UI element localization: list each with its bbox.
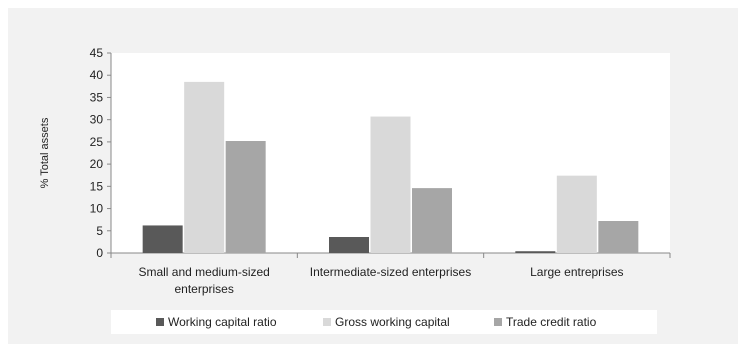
bar-working-capital-ratio-2: [329, 237, 369, 253]
bar-trade-credit-ratio-1: [225, 141, 266, 253]
category-labels: Small and medium-sized enterprises Interme…: [138, 265, 623, 296]
legend-swatch: [323, 318, 331, 326]
legend-label: Gross working capital: [335, 315, 450, 329]
category-label: Intermediate-sized enterprises: [310, 265, 471, 279]
bar-gross-working-capital-1: [184, 81, 225, 253]
chart-background: 0 5 10 15 20 25 30 35 40 45 Small and medium-size…: [8, 8, 738, 344]
bar-working-capital-ratio-3: [515, 251, 556, 253]
legend-label: Working capital ratio: [168, 315, 277, 329]
y-tick-label: 15: [90, 179, 104, 193]
y-tick-label: 30: [90, 113, 104, 127]
y-axis-label: % Total assets: [39, 117, 51, 188]
category-label-line: Intermediate-sized enterprises: [310, 265, 471, 279]
bar-gross-working-capital-2: [370, 116, 411, 253]
legend-swatch: [156, 318, 164, 326]
bar-trade-credit-ratio-2: [412, 188, 452, 253]
category-label-line: enterprises: [174, 282, 233, 296]
y-tick-label: 40: [90, 68, 104, 82]
y-tick-label: 0: [96, 246, 103, 260]
y-tick-label: 35: [90, 90, 104, 104]
bar-gross-working-capital-3: [556, 175, 597, 253]
legend-box: [111, 310, 657, 334]
legend: Working capital ratio Gross working capit…: [111, 310, 657, 334]
category-label: Large entreprises: [530, 265, 623, 279]
y-axis: 0 5 10 15 20 25 30 35 40 45: [90, 46, 112, 260]
y-tick-label: 5: [96, 224, 103, 238]
bar-trade-credit-ratio-3: [598, 221, 639, 253]
y-tick-label: 20: [90, 157, 104, 171]
legend-label: Trade credit ratio: [506, 315, 597, 329]
bar-chart: 0 5 10 15 20 25 30 35 40 45 Small and medium-size…: [39, 46, 671, 334]
bar-working-capital-ratio-1: [142, 225, 183, 253]
x-axis: [110, 252, 671, 258]
legend-swatch: [494, 318, 502, 326]
y-tick-label: 10: [90, 202, 104, 216]
y-tick-label: 25: [90, 135, 104, 149]
y-tick-label: 45: [90, 46, 104, 60]
category-label-line: Large entreprises: [530, 265, 623, 279]
category-label: Small and medium-sized enterprises: [138, 265, 269, 296]
category-label-line: Small and medium-sized: [138, 265, 269, 279]
bars: [142, 81, 639, 253]
